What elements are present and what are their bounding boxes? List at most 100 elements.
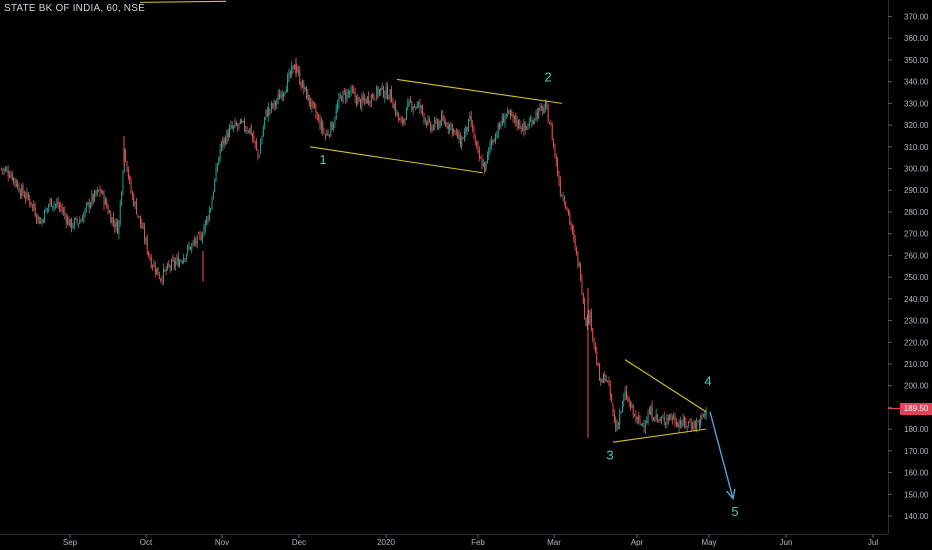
candle-body [634,414,636,416]
price-tick-label: 180.00 [904,425,929,434]
candle-body [681,425,683,427]
candle-body [406,107,407,120]
candle-body [121,191,123,205]
candle-body [107,207,109,214]
candle-body [173,260,175,266]
candle-body [169,266,171,268]
candle-body [148,251,150,255]
candle-body [206,217,208,223]
candle-body [539,106,541,110]
candle-body [622,401,623,411]
candle-body [337,105,339,111]
wave-label[interactable]: 3 [606,448,613,463]
price-tick-label: 250.00 [904,273,929,282]
trendline[interactable] [139,0,227,3]
candle-body [650,406,652,415]
candle-body [138,215,140,217]
candle-body [235,123,237,126]
trendline[interactable] [624,359,707,413]
candle-body [395,104,397,115]
candle-body [57,201,59,207]
candle-body [353,91,355,93]
price-tick-label: 140.00 [904,512,929,521]
candle-body [512,112,514,119]
candle-body [576,247,577,253]
candle-body [397,112,399,119]
candle-body [593,337,595,345]
candle-body [584,303,586,317]
candle-body [111,217,113,225]
candle-body [129,176,131,181]
candle-body [599,364,600,381]
price-tick-label: 160.00 [904,469,929,478]
wave-label[interactable]: 4 [704,374,711,389]
candle-body [568,209,569,215]
candle-body [671,417,673,421]
candle-body [566,207,568,212]
candle-body [682,418,684,426]
wave-label[interactable]: 1 [319,152,326,167]
candle-body [619,413,621,426]
candle-body [692,426,694,429]
candle-body [342,91,344,103]
candle-body [95,190,97,195]
wave-label[interactable]: 2 [544,70,551,85]
candle-body [581,279,583,293]
candle-body [522,128,523,132]
candle-body [643,425,645,428]
price-tick-label: 360.00 [904,34,929,43]
candle-body [160,278,162,280]
trendline[interactable] [309,146,484,174]
candle-body [350,87,352,93]
price-tick-label: 240.00 [904,295,929,304]
candle-body [469,116,471,120]
candle-body [227,131,229,138]
candle-body [358,96,360,99]
candle-body [703,414,704,416]
candle-body [172,258,174,261]
candle-body [508,111,510,113]
candle-body [586,315,588,327]
candle-body [44,210,46,224]
candle-body [651,405,653,419]
candle-body [188,246,190,248]
candle-body [603,374,604,383]
candle-body [437,121,438,128]
candle-body [63,211,64,212]
candle-body [318,118,320,119]
candle-body [104,199,106,205]
candle-body [549,122,550,125]
trendline[interactable] [612,428,707,443]
candle-body [393,105,395,110]
wave-label[interactable]: 5 [731,504,738,519]
trendline[interactable] [396,78,563,104]
candle-body [623,397,625,402]
candle-body [527,127,529,130]
candle-body [45,209,47,212]
candle-body [369,102,371,103]
candle-body [41,219,43,224]
candle-body [316,116,318,117]
candle-body [142,227,144,229]
candle-body [67,218,69,225]
projection-arrow-line[interactable] [709,411,734,499]
candle-body [69,219,71,226]
candle-body [484,162,486,172]
candle-body [306,86,307,100]
candle-body [676,422,677,426]
candle-body [554,145,556,156]
candle-body [376,87,378,100]
candle-body [415,107,417,108]
candle-body [372,93,374,98]
candle-body [605,379,607,382]
candle-body [214,179,216,192]
candle-body [387,87,388,100]
candle-body [488,147,490,156]
price-tick-label: 210.00 [904,360,929,369]
candle-body [334,120,336,124]
candle-body [260,143,262,155]
candle-body [3,169,5,171]
candle-body [311,101,313,108]
candle-body [258,155,260,157]
